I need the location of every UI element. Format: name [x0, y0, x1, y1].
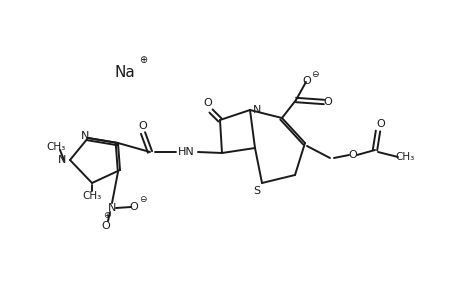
Text: O: O [138, 121, 147, 131]
Text: ⊖: ⊖ [139, 196, 146, 205]
Text: S: S [253, 186, 260, 196]
Text: HN: HN [177, 147, 194, 157]
Text: N: N [252, 105, 261, 115]
Text: O: O [101, 221, 110, 231]
Text: O: O [348, 150, 357, 160]
Text: CH₃: CH₃ [395, 152, 414, 162]
Text: O: O [203, 98, 212, 108]
Text: ⊕: ⊕ [103, 211, 111, 220]
Text: N: N [58, 155, 66, 165]
Text: O: O [323, 97, 332, 107]
Text: O: O [302, 76, 311, 86]
Text: O: O [129, 202, 138, 212]
Text: Na: Na [115, 64, 135, 80]
Text: N: N [81, 131, 89, 141]
Text: N: N [107, 203, 116, 213]
Text: CH₃: CH₃ [47, 142, 66, 152]
Text: O: O [376, 119, 385, 129]
Text: CH₃: CH₃ [82, 191, 101, 201]
Text: ⊕: ⊕ [139, 55, 147, 65]
Text: ⊖: ⊖ [311, 70, 318, 79]
